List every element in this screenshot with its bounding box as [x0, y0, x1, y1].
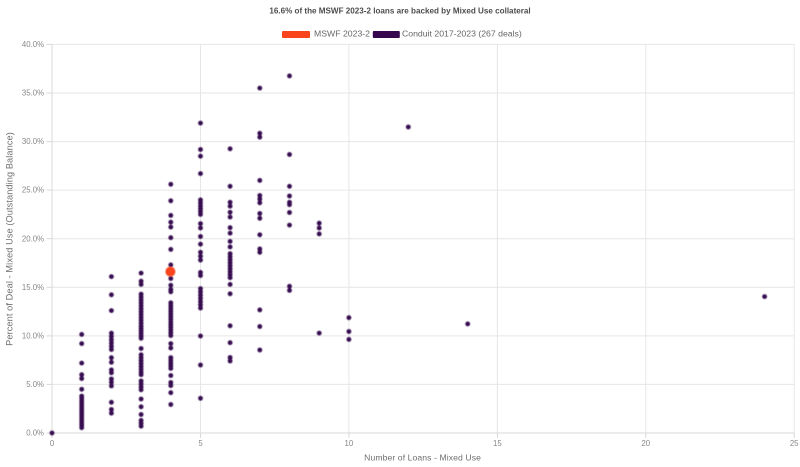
svg-text:10.0%: 10.0% — [22, 332, 44, 341]
svg-text:0.0%: 0.0% — [26, 429, 44, 438]
svg-text:10: 10 — [345, 439, 354, 448]
svg-text:25.0%: 25.0% — [22, 186, 44, 195]
svg-text:15: 15 — [493, 439, 502, 448]
svg-text:5.0%: 5.0% — [26, 380, 44, 389]
svg-text:MSWF 2023-2: MSWF 2023-2 — [314, 29, 370, 39]
svg-text:40.0%: 40.0% — [22, 40, 44, 49]
svg-text:0: 0 — [50, 439, 55, 448]
svg-text:30.0%: 30.0% — [22, 137, 44, 146]
svg-text:25: 25 — [790, 439, 799, 448]
svg-text:35.0%: 35.0% — [22, 89, 44, 98]
svg-text:20.0%: 20.0% — [22, 234, 44, 243]
svg-text:Percent of Deal - Mixed Use (O: Percent of Deal - Mixed Use (Outstanding… — [4, 132, 14, 346]
svg-text:15.0%: 15.0% — [22, 283, 44, 292]
svg-text:16.6% of the MSWF 2023-2 loans: 16.6% of the MSWF 2023-2 loans are backe… — [269, 7, 530, 16]
svg-text:Conduit 2017-2023 (267 deals): Conduit 2017-2023 (267 deals) — [402, 29, 522, 39]
svg-text:5: 5 — [198, 439, 203, 448]
svg-text:20: 20 — [641, 439, 650, 448]
svg-text:Number of Loans - Mixed Use: Number of Loans - Mixed Use — [364, 453, 481, 463]
